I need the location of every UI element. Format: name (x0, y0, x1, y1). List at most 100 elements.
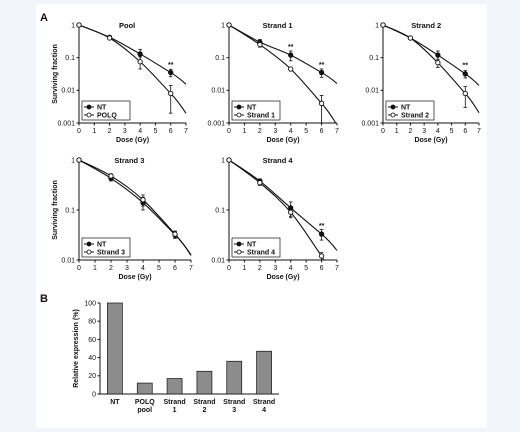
y-tick-label: 0.1 (215, 207, 225, 214)
x-axis-label: Dose (Gy) (118, 274, 151, 281)
x-tick-label: 6 (463, 128, 467, 135)
x-tick-label: 4 (141, 265, 145, 272)
data-point (435, 52, 441, 58)
data-point (257, 42, 263, 48)
bar (166, 378, 183, 395)
legend-label: NT (97, 241, 107, 248)
x-tick-label: 3 (123, 128, 127, 135)
x-tick-label: 7 (477, 128, 481, 135)
legend-marker (236, 241, 242, 247)
x-tick-label: Strand (163, 399, 185, 406)
data-point (407, 35, 414, 41)
x-tick-label: 5 (157, 265, 161, 272)
x-tick-label: 3 (273, 128, 277, 135)
x-tick-label: 3 (232, 407, 236, 414)
legend-marker (390, 104, 396, 110)
y-tick-label: 1 (221, 157, 225, 164)
x-axis-label: Dose (Gy) (266, 274, 299, 281)
y-tick-label: 80 (88, 319, 96, 326)
chart-title: Strand 4 (263, 156, 294, 165)
y-tick-label: 0.001 (57, 120, 75, 127)
data-point (168, 90, 174, 97)
legend-marker (86, 112, 92, 118)
x-tick-label: 7 (189, 265, 193, 272)
x-tick-label: 0 (227, 265, 231, 272)
data-point (226, 157, 232, 163)
x-tick-label: 0 (227, 128, 231, 135)
legend-marker (86, 241, 92, 247)
x-tick-label: 5 (304, 265, 308, 272)
legend-marker (236, 112, 242, 118)
data-point (257, 180, 263, 186)
x-tick-label: 4 (138, 128, 142, 135)
bar (196, 370, 213, 395)
x-axis-label: Dose (Gy) (266, 137, 299, 144)
y-tick-label: 0.001 (207, 120, 225, 127)
legend-label: Strand 1 (247, 112, 275, 119)
x-tick-label: 2 (258, 128, 262, 135)
legend-marker (236, 104, 242, 110)
data-point (76, 22, 82, 28)
chart-title: Strand 3 (114, 156, 144, 165)
survival-chart-1: 0 1 2 3 4 5 6 7 0.001 0.01 0.1 1 Pool Dose (Gy) Surviv… (52, 21, 188, 144)
data-point (137, 51, 143, 57)
data-point (288, 52, 294, 58)
y-tick-label: 0 (92, 391, 96, 398)
y-tick-label: 0.01 (211, 257, 225, 264)
x-tick-label: 1 (93, 265, 97, 272)
data-point (318, 100, 325, 106)
x-tick-label: 1 (92, 128, 96, 135)
y-axis-label: Surviving fraction (52, 180, 59, 240)
survival-chart-4: 0 1 2 3 4 5 6 7 0.01 0.1 1 Strand 3 Dose (Gy) Survivi… (52, 156, 193, 281)
x-tick-label: 3 (422, 128, 426, 135)
series-knockdown (76, 157, 192, 256)
data-point (435, 60, 441, 66)
x-tick-label: 7 (335, 128, 339, 135)
x-tick-label: 2 (408, 128, 412, 135)
y-tick-label: 0.01 (61, 257, 75, 264)
x-tick-label: 0 (77, 265, 81, 272)
data-point (288, 66, 294, 72)
x-tick-label: 5 (304, 128, 308, 135)
y-axis-label: Relative expression (%) (73, 309, 80, 388)
x-tick-label: pool (137, 407, 152, 414)
x-tick-label: 6 (173, 265, 177, 272)
legend-marker (86, 249, 92, 255)
y-tick-label: 1 (375, 22, 379, 29)
y-tick-label: 0.1 (215, 55, 225, 62)
legend-marker (236, 249, 242, 255)
y-tick-label: 20 (88, 373, 96, 380)
x-tick-label: 7 (335, 265, 339, 272)
x-tick-label: NT (110, 399, 120, 406)
legend-marker (390, 112, 396, 118)
x-tick-label: 5 (153, 128, 157, 135)
x-axis-label: Dose (Gy) (414, 137, 447, 144)
data-point (172, 231, 178, 237)
significance-marker: ** (319, 62, 325, 69)
data-point (318, 253, 325, 259)
y-tick-label: 0.1 (65, 207, 75, 214)
bar (136, 382, 153, 395)
x-tick-label: 1 (395, 128, 399, 135)
data-point (106, 35, 113, 41)
x-tick-label: 6 (320, 128, 324, 135)
x-tick-label: 6 (169, 128, 173, 135)
data-point (318, 69, 325, 76)
legend-label: NT (401, 104, 411, 111)
y-tick-label: 60 (88, 337, 96, 344)
x-tick-label: 2 (109, 265, 113, 272)
series-knockdown (226, 157, 325, 261)
data-point (462, 71, 468, 77)
data-point (140, 197, 146, 203)
data-point (76, 157, 82, 163)
legend-marker (86, 104, 92, 110)
x-tick-label: 4 (262, 407, 266, 414)
y-tick-label: 1 (221, 22, 225, 29)
significance-marker: ** (463, 62, 469, 69)
